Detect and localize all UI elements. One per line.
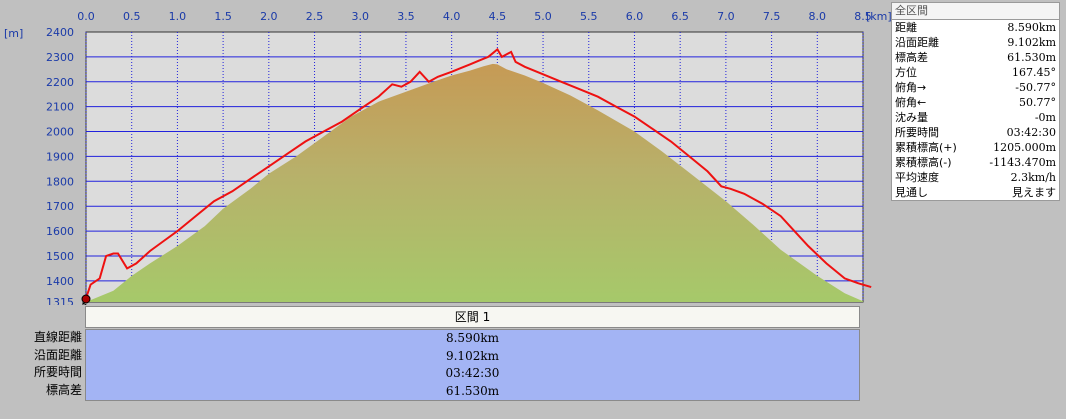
x-tick-label: 1.0: [169, 10, 187, 23]
stats-row: 沈み量 -0m: [892, 110, 1059, 125]
stats-value: -0m: [1034, 111, 1056, 124]
stats-label: 平均速度: [895, 171, 939, 184]
stats-row: 平均速度 2.3km/h: [892, 170, 1059, 185]
y-tick-label: 2000: [46, 126, 74, 139]
segment-label-straight: 直線距離: [33, 330, 82, 344]
x-axis-ticks: 0.0 0.5 1.0 1.5 2.0 2.5 3.0 3.5 4.0 4.5 5.0 5.5 6.0 6…: [77, 10, 872, 23]
x-tick-label: 3.0: [351, 10, 369, 23]
stats-value: 9.102km: [1007, 36, 1056, 49]
y-tick-label: 1900: [46, 150, 74, 163]
x-tick-label: 6.0: [626, 10, 644, 23]
x-tick-label: 0.0: [77, 10, 95, 23]
x-tick-label: 0.5: [123, 10, 141, 23]
x-tick-label: 7.5: [763, 10, 781, 23]
terrain-profile-area: [86, 63, 863, 303]
stats-label: 見通し: [895, 186, 928, 199]
stats-label: 方位: [895, 66, 917, 79]
y-tick-label: 2400: [46, 26, 74, 39]
stats-value: 03:42:30: [1006, 126, 1056, 139]
stats-row: 俯角← 50.77°: [892, 95, 1059, 110]
x-tick-label: 5.0: [534, 10, 552, 23]
y-tick-label: 2100: [46, 101, 74, 114]
stats-title: 全区間: [892, 3, 1059, 20]
segment-value-elevation: 61.530m: [445, 383, 500, 398]
stats-label: 俯角←: [895, 96, 927, 109]
stats-label: 距離: [895, 21, 917, 34]
segment-value-time: 03:42:30: [445, 366, 500, 380]
y-tick-label: 1500: [46, 250, 74, 263]
stats-row: 距離 8.590km: [892, 20, 1059, 35]
stats-label: 所要時間: [895, 126, 939, 139]
y-tick-label: 2300: [46, 51, 74, 64]
x-tick-label: 8.5: [854, 10, 872, 23]
segment-labels: 直線距離 沿面距離 所要時間 標高差: [0, 329, 82, 399]
segment-label-time: 所要時間: [33, 365, 82, 379]
y-tick-label: 1700: [46, 200, 74, 213]
segment-value-surface: 9.102km: [445, 348, 499, 363]
x-tick-label: 5.5: [580, 10, 598, 23]
segment-body: 8.590km 9.102km 03:42:30 61.530m: [85, 329, 860, 401]
y-tick-label: 2200: [46, 76, 74, 89]
cursor-pointer-icon: [82, 302, 87, 305]
segment-value-straight: 8.590km: [445, 331, 499, 345]
start-marker[interactable]: [81, 294, 91, 304]
stats-label: 俯角→: [895, 81, 927, 94]
y-axis-ticks: 1315 1400 1500 1600 1700 1800 1900 2000 2100 2200…: [46, 26, 74, 305]
stats-panel: 全区間 距離 8.590km 沿面距離 9.102km 標高差 61.530m 方位 167.…: [891, 2, 1060, 201]
stats-row: 所要時間 03:42:30: [892, 125, 1059, 140]
stats-value: -50.77°: [1015, 81, 1056, 94]
segment-label-elevation: 標高差: [45, 382, 82, 397]
stats-row: 俯角→ -50.77°: [892, 80, 1059, 95]
y-tick-label: 1315: [46, 296, 74, 305]
y-tick-label: 1600: [46, 225, 74, 238]
x-unit-label: [km]: [866, 10, 892, 23]
stats-value: 1205.000m: [993, 141, 1056, 154]
x-tick-label: 2.5: [306, 10, 324, 23]
x-tick-label: 3.5: [397, 10, 415, 23]
stats-value: -1143.470m: [989, 156, 1056, 169]
segment-header[interactable]: 区間 1: [85, 306, 860, 328]
stats-label: 累積標高(+): [895, 141, 957, 154]
x-tick-label: 4.5: [489, 10, 507, 23]
stats-row: 累積標高(-) -1143.470m: [892, 155, 1059, 170]
x-tick-label: 6.5: [671, 10, 689, 23]
stats-row: 方位 167.45°: [892, 65, 1059, 80]
elevation-chart[interactable]: 0.0 0.5 1.0 1.5 2.0 2.5 3.0 3.5 4.0 4.5 5.0 5.5 6.0 6…: [0, 0, 1066, 305]
stats-row: 累積標高(+) 1205.000m: [892, 140, 1059, 155]
segment-label-surface: 沿面距離: [33, 347, 82, 362]
stats-value: 50.77°: [1019, 96, 1056, 109]
stats-value: 見えます: [1012, 186, 1056, 199]
stats-value: 8.590km: [1007, 21, 1056, 34]
x-tick-label: 4.0: [443, 10, 461, 23]
x-tick-label: 8.0: [809, 10, 827, 23]
stats-row: 標高差 61.530m: [892, 50, 1059, 65]
x-tick-label: 2.0: [260, 10, 278, 23]
x-tick-label: 7.0: [717, 10, 735, 23]
stats-label: 沿面距離: [895, 36, 939, 49]
y-unit-label: [m]: [4, 27, 23, 40]
route-line[interactable]: [85, 47, 872, 299]
stats-row: 見通し 見えます: [892, 185, 1059, 200]
stats-label: 沈み量: [895, 111, 928, 124]
stats-label: 累積標高(-): [895, 156, 952, 169]
stats-row: 沿面距離 9.102km: [892, 35, 1059, 50]
y-tick-label: 1400: [46, 275, 74, 288]
stats-label: 標高差: [895, 51, 928, 64]
stats-value: 61.530m: [1007, 51, 1056, 64]
y-tick-label: 1800: [46, 175, 74, 188]
stats-value: 167.45°: [1012, 66, 1056, 79]
stats-value: 2.3km/h: [1010, 171, 1056, 184]
x-tick-label: 1.5: [214, 10, 232, 23]
